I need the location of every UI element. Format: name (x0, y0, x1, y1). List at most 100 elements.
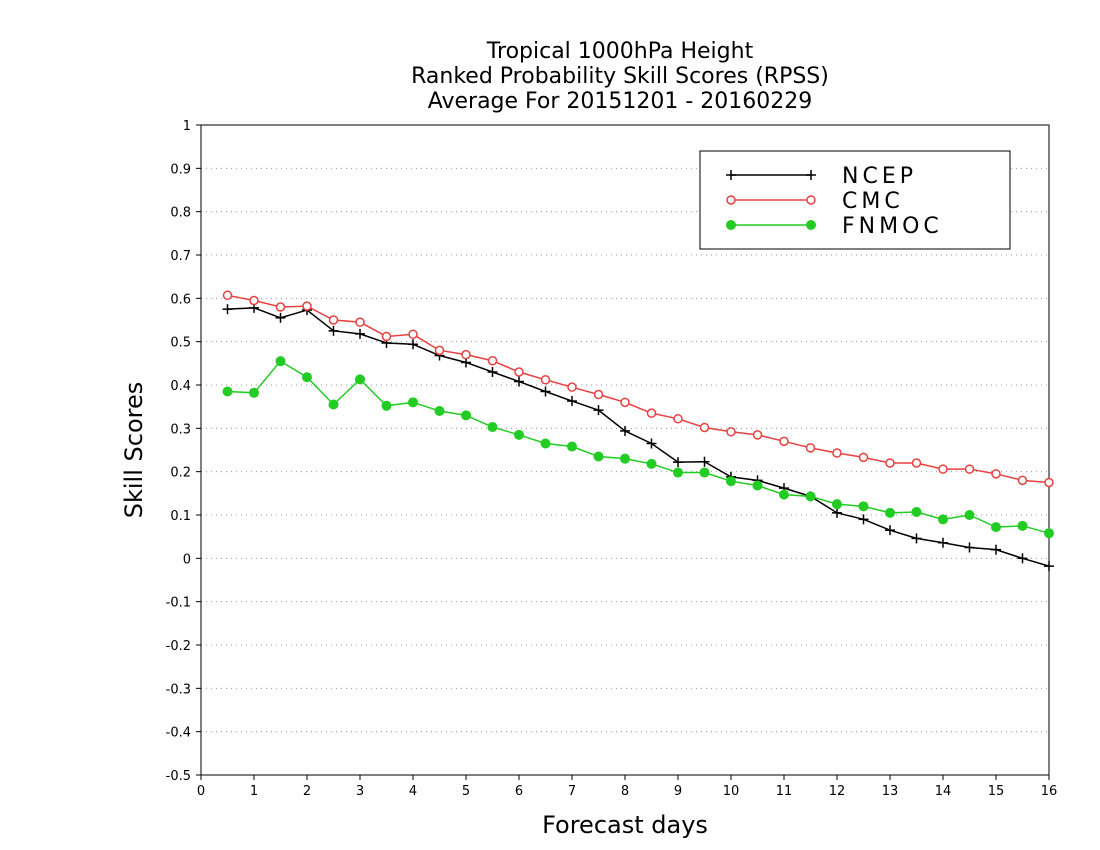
data-point (567, 441, 577, 452)
marker-filled-circle (938, 514, 948, 525)
x-tick-label: 2 (303, 784, 311, 799)
data-point (805, 443, 816, 453)
data-point (832, 448, 842, 458)
x-tick-label: 0 (197, 784, 205, 799)
data-point (938, 537, 948, 548)
data-point (302, 372, 312, 383)
data-point (540, 375, 551, 385)
data-point (699, 467, 710, 478)
marker-open-circle (938, 464, 948, 474)
y-tick-label: -0.5 (166, 769, 191, 784)
title-line-2: Ranked Probability Skill Scores (RPSS) (411, 64, 829, 89)
data-point (567, 382, 577, 392)
x-tick-label: 7 (568, 784, 576, 799)
marker-open-circle (805, 443, 816, 453)
data-point (726, 476, 736, 487)
marker-filled-circle (408, 397, 418, 408)
series-ncep (222, 302, 1054, 572)
marker-filled-circle (911, 506, 922, 517)
data-point (461, 349, 471, 360)
marker-open-circle (620, 397, 630, 408)
marker-filled-circle (328, 399, 339, 410)
data-point (620, 453, 630, 464)
marker-filled-circle (567, 441, 577, 452)
data-point (964, 510, 975, 520)
data-point (911, 533, 922, 544)
x-tick-label: 8 (621, 784, 629, 799)
data-point (275, 356, 286, 367)
marker-open-circle (726, 427, 736, 437)
data-point (646, 458, 657, 469)
x-tick-label: 6 (515, 784, 523, 799)
x-axis-title: Forecast days (542, 811, 708, 839)
data-point (858, 452, 869, 463)
data-point (938, 514, 948, 525)
marker-open-circle (222, 290, 233, 301)
x-tick-label: 4 (409, 784, 417, 799)
data-point (779, 489, 789, 500)
y-tick-label: 0.6 (170, 292, 191, 307)
chart-title: Tropical 1000hPa Height Ranked Probabili… (411, 39, 829, 114)
x-tick-label: 12 (829, 784, 846, 799)
data-point (991, 522, 1001, 533)
data-point (646, 408, 657, 418)
marker-open-circle (806, 195, 816, 205)
marker-filled-circle (806, 220, 816, 230)
marker-open-circle (911, 458, 922, 468)
marker-filled-circle (805, 491, 816, 502)
y-tick-label: 0.7 (170, 249, 191, 264)
data-point (249, 295, 259, 306)
data-point (620, 425, 630, 436)
data-point (1044, 477, 1054, 488)
legend-entry-fnmoc: FNMOC (726, 214, 939, 239)
data-point (938, 464, 948, 474)
data-point (275, 302, 286, 312)
x-tick-label: 11 (776, 784, 793, 799)
data-point (540, 386, 551, 397)
marker-filled-circle (461, 410, 471, 421)
marker-filled-circle (726, 220, 736, 230)
x-tick-label: 14 (935, 784, 952, 799)
marker-filled-circle (1017, 520, 1028, 531)
data-point (752, 430, 763, 440)
marker-filled-circle (222, 386, 233, 397)
legend-label: NCEP (842, 164, 917, 189)
marker-open-circle (381, 331, 392, 342)
marker-open-circle (1017, 475, 1028, 486)
y-tick-label: -0.3 (166, 682, 191, 697)
data-point (381, 400, 392, 411)
x-tick-label: 9 (674, 784, 682, 799)
data-point (885, 525, 895, 536)
legend-box (699, 150, 1011, 250)
marker-filled-circle (779, 489, 789, 500)
marker-open-circle (408, 329, 418, 340)
marker-open-circle (832, 448, 842, 458)
legend-entry-cmc: CMC (726, 189, 900, 214)
x-tick-label: 3 (356, 784, 364, 799)
marker-filled-circle (249, 387, 259, 398)
marker-open-circle (275, 302, 286, 312)
marker-filled-circle (487, 422, 498, 433)
y-tick-label: 0.8 (170, 206, 191, 221)
marker-open-circle (991, 469, 1001, 479)
data-point (885, 458, 895, 468)
data-point (487, 422, 498, 433)
horizontal-grid (201, 167, 1049, 733)
data-point (514, 429, 524, 440)
marker-filled-circle (646, 458, 657, 469)
marker-open-circle (1044, 477, 1054, 488)
data-point (1017, 475, 1028, 486)
marker-filled-circle (540, 438, 551, 449)
marker-filled-circle (302, 372, 312, 383)
data-point (302, 301, 312, 311)
marker-open-circle (964, 464, 975, 474)
y-tick-label: 0.3 (170, 422, 191, 437)
series-cmc (222, 290, 1054, 488)
data-point (673, 457, 683, 468)
data-point (726, 427, 736, 437)
y-tick-label: -0.1 (166, 596, 191, 611)
data-point (355, 374, 365, 385)
data-point (885, 507, 895, 518)
